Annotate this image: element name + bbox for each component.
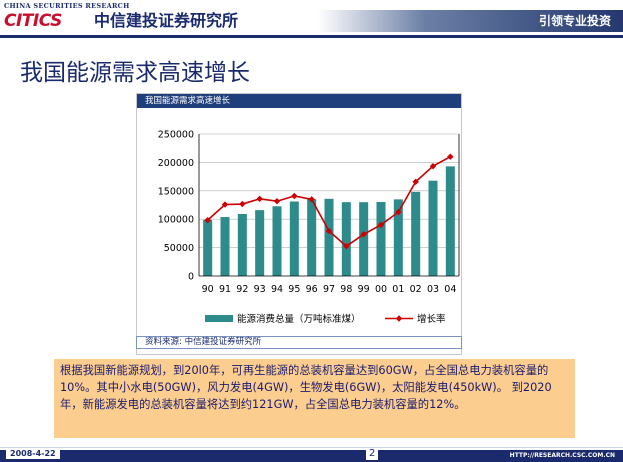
bar-99 bbox=[359, 202, 369, 276]
footer-date: 2008-4-22 bbox=[6, 449, 60, 459]
chart-source: 资料来源: 中信建投证券研究所 bbox=[145, 337, 262, 347]
bar-97 bbox=[324, 198, 334, 276]
x-tick-label: 99 bbox=[358, 284, 370, 295]
x-tick-label: 04 bbox=[444, 284, 456, 295]
x-tick-label: 02 bbox=[410, 284, 422, 295]
x-tick-label: 94 bbox=[271, 284, 283, 295]
bar-04 bbox=[445, 166, 455, 276]
x-tick-label: 93 bbox=[254, 284, 266, 295]
page-number: 2 bbox=[366, 448, 379, 460]
bar-01 bbox=[393, 199, 403, 276]
y-left-tick-label: 250000 bbox=[158, 130, 194, 141]
bar-93 bbox=[255, 210, 265, 276]
bar-00 bbox=[376, 201, 386, 276]
footer-url: HTTP://RESEARCH.CSC.COM.CN bbox=[509, 452, 615, 459]
footer-bar bbox=[0, 450, 623, 462]
x-tick-label: 97 bbox=[323, 284, 335, 295]
growth-point-02 bbox=[412, 178, 419, 186]
note-box: 根据我国新能源规划，到20l0年，可再生能源的总装机容量达到60GW，占全国总电… bbox=[54, 359, 575, 438]
bar-02 bbox=[411, 191, 421, 276]
footer-divider bbox=[0, 447, 623, 448]
growth-point-01 bbox=[395, 208, 402, 216]
growth-point-98 bbox=[343, 242, 350, 250]
growth-point-03 bbox=[429, 162, 437, 170]
x-tick-label: 95 bbox=[288, 284, 300, 295]
legend-bar-swatch bbox=[205, 315, 233, 322]
x-tick-label: 03 bbox=[427, 284, 439, 295]
header-slogan: 引领专业投资 bbox=[538, 14, 611, 28]
chart-frame: 我国能源需求高速增长 0 50000 100000 150000 200000 25000… bbox=[136, 93, 462, 355]
legend-line-marker bbox=[395, 315, 403, 322]
energy-chart: 050000100000150000200000250000-10%-5%0%5… bbox=[158, 130, 460, 325]
y-left-tick-label: 100000 bbox=[158, 215, 194, 226]
growth-point-94 bbox=[273, 198, 281, 205]
x-tick-label: 92 bbox=[236, 284, 248, 295]
growth-point-96 bbox=[308, 196, 315, 203]
growth-point-92 bbox=[239, 200, 246, 208]
citics-logo: CITICS bbox=[4, 11, 62, 31]
header-gradient-band bbox=[318, 10, 623, 32]
brand-english-name: CHINA SECURITIES RESEARCH bbox=[4, 2, 130, 10]
bar-92 bbox=[237, 213, 247, 276]
brand-chinese-name: 中信建投证券研究所 bbox=[94, 11, 239, 30]
bar-91 bbox=[220, 217, 230, 276]
chart-title: 我国能源需求高速增长 bbox=[145, 96, 231, 106]
source-bar: 资料来源: 中信建投证券研究所 bbox=[136, 336, 462, 349]
page-title: 我国能源需求高速增长 bbox=[20, 60, 250, 86]
bar-03 bbox=[428, 180, 438, 276]
x-tick-label: 01 bbox=[392, 284, 404, 295]
growth-point-90 bbox=[204, 216, 211, 224]
y-left-tick-label: 150000 bbox=[158, 186, 194, 197]
growth-point-97 bbox=[325, 227, 333, 235]
y-left-tick-label: 50000 bbox=[164, 243, 194, 254]
growth-point-00 bbox=[377, 221, 385, 229]
bar-90 bbox=[203, 219, 213, 276]
x-tick-label: 90 bbox=[202, 284, 214, 295]
bar-98 bbox=[341, 202, 351, 276]
growth-point-95 bbox=[291, 192, 298, 200]
growth-point-93 bbox=[256, 195, 263, 203]
growth-point-99 bbox=[360, 231, 367, 238]
x-tick-label: 98 bbox=[340, 284, 352, 295]
bar-94 bbox=[272, 206, 282, 276]
y-left-tick-label: 200000 bbox=[158, 158, 194, 169]
note-text: 根据我国新能源规划，到20l0年，可再生能源的总装机容量达到60GW，占全国总电… bbox=[60, 364, 552, 411]
x-tick-label: 91 bbox=[219, 284, 231, 295]
header-divider bbox=[0, 35, 623, 38]
chart-title-bar: 我国能源需求高速增长 bbox=[137, 94, 461, 108]
legend-line-label: 增长率 bbox=[417, 313, 446, 325]
x-tick-label: 00 bbox=[375, 284, 387, 295]
bar-96 bbox=[307, 199, 317, 276]
x-tick-label: 96 bbox=[306, 284, 318, 295]
y-left-tick-label: 0 bbox=[188, 272, 194, 283]
legend-bar-label: 能源消费总量（万吨标准煤） bbox=[237, 313, 361, 325]
header: CHINA SECURITIES RESEARCH CITICS 中信建投证券研… bbox=[0, 0, 623, 40]
growth-point-04 bbox=[447, 153, 454, 160]
bar-95 bbox=[289, 201, 299, 276]
